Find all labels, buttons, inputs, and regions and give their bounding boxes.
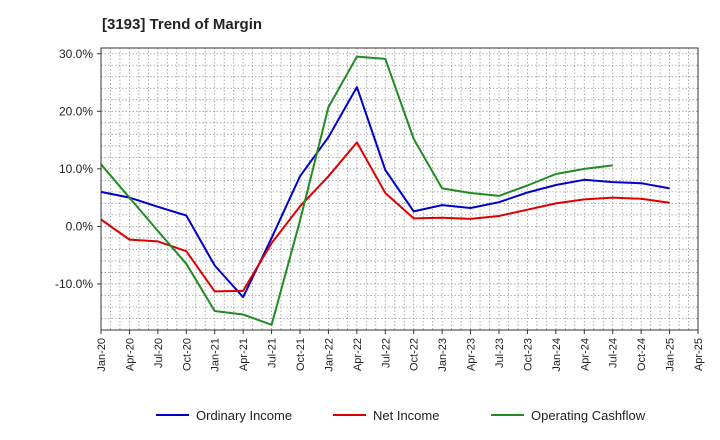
x-tick-label: Apr-24	[579, 338, 591, 371]
x-tick-label: Jul-20	[153, 338, 165, 368]
x-tick-label: Oct-23	[522, 338, 534, 371]
y-tick-label: 30.0%	[59, 47, 93, 61]
x-tick-label: Jan-20	[96, 338, 108, 372]
x-tick-label: Jan-21	[210, 338, 222, 372]
x-tick-label: Jul-24	[608, 338, 620, 368]
series-lines	[100, 55, 670, 326]
grid	[101, 48, 698, 330]
y-tick-label: 20.0%	[59, 104, 93, 118]
operating-cashflow-line	[100, 55, 613, 326]
x-tick-label: Apr-20	[124, 338, 136, 371]
x-tick-label: Jul-21	[267, 338, 279, 368]
x-tick-label: Jul-23	[494, 338, 506, 368]
x-tick-label: Oct-24	[636, 338, 648, 371]
x-tick-label: Jan-22	[323, 338, 335, 372]
ordinary-income-line	[100, 86, 670, 299]
x-tick-label: Jul-22	[380, 338, 392, 368]
x-tick-label: Apr-21	[238, 338, 250, 371]
chart-title: [3193] Trend of Margin	[102, 16, 263, 33]
x-tick-label: Oct-21	[295, 338, 307, 371]
x-tick-label: Oct-22	[409, 338, 421, 371]
x-tick-label: Apr-25	[693, 338, 705, 371]
x-tick-label: Oct-20	[181, 338, 193, 371]
x-tick-label: Jan-24	[551, 338, 563, 372]
y-tick-label: -10.0%	[55, 277, 93, 291]
x-tick-label: Jan-25	[665, 338, 677, 372]
legend: Ordinary Income Net Income Operating Cashf…	[156, 408, 646, 423]
net-income-legend-label: Net Income	[373, 408, 439, 423]
y-tick-label: 0.0%	[66, 219, 94, 233]
y-tick-label: 10.0%	[59, 162, 93, 176]
x-tick-label: Jan-23	[437, 338, 449, 372]
x-tick-label: Apr-23	[466, 338, 478, 371]
net-income-line	[100, 141, 670, 293]
x-axis: Jan-20 Apr-20 Jul-20 Oct-20 Jan-21 Apr-21 Jul-…	[96, 330, 705, 372]
y-axis: 30.0% 20.0% 10.0% 0.0% -10.0%	[55, 47, 101, 291]
x-tick-label: Apr-22	[352, 338, 364, 371]
ordinary-income-legend-label: Ordinary Income	[196, 408, 292, 423]
operating-cashflow-legend-label: Operating Cashflow	[531, 408, 646, 423]
plot-area	[100, 47, 699, 331]
